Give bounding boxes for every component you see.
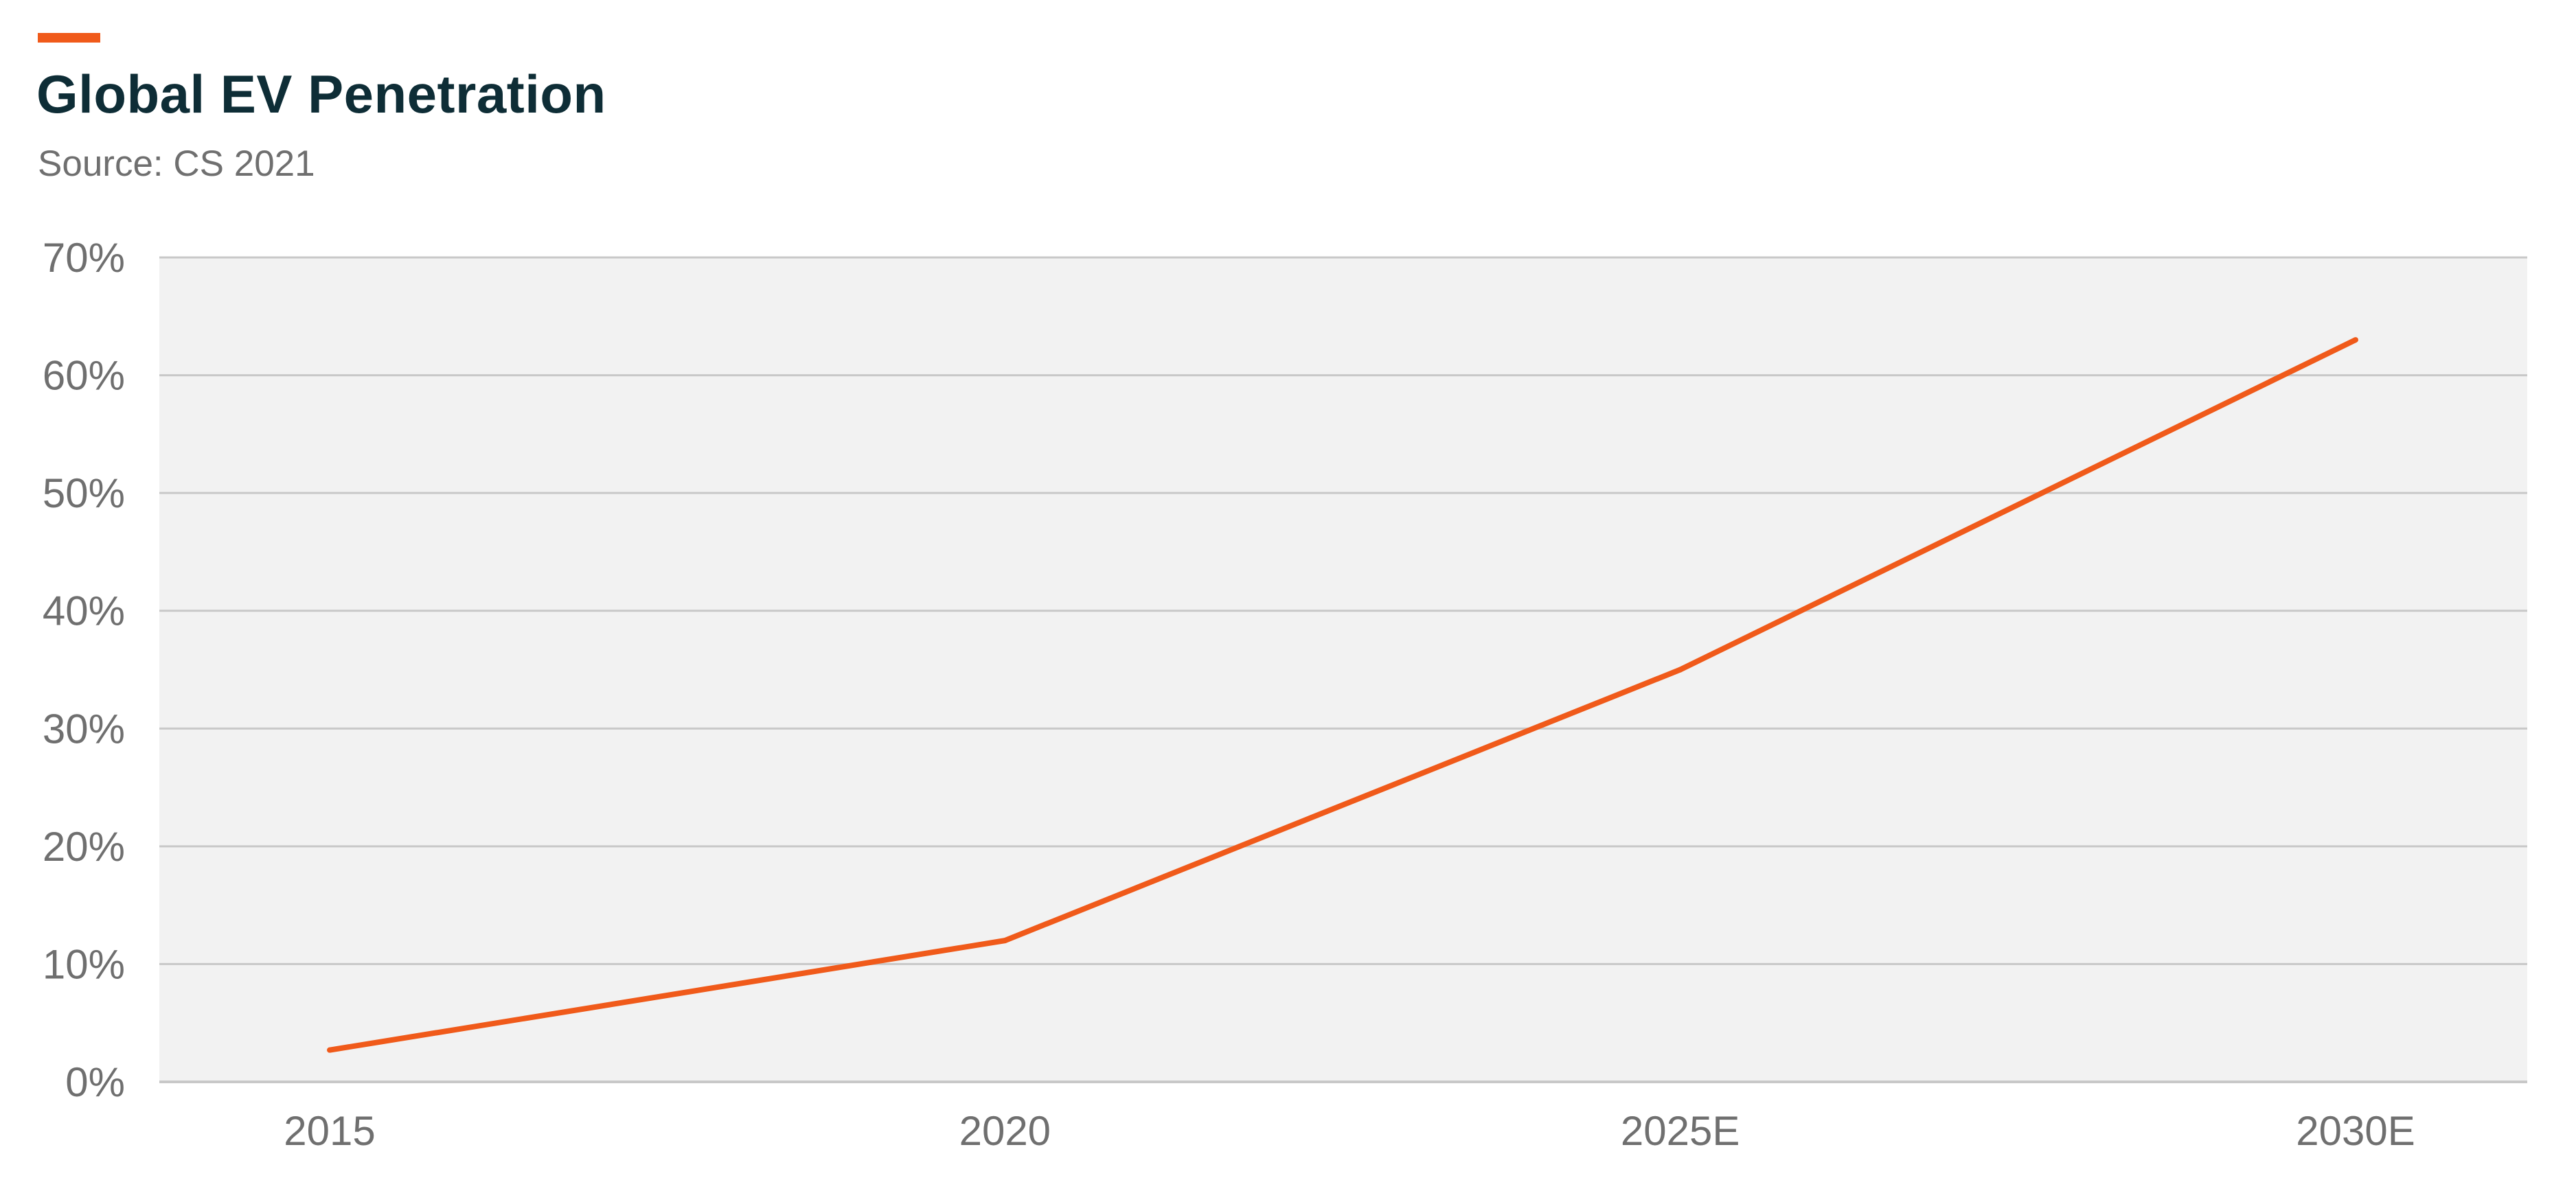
data-point: [327, 1047, 332, 1053]
chart-source: Source: CS 2021: [38, 143, 315, 184]
data-point: [2353, 337, 2358, 343]
x-axis-tick-labels: 2015 2020 2025E 2030E: [284, 1108, 2415, 1154]
series-line: [329, 337, 2357, 1053]
y-tick-label: 30%: [43, 706, 125, 752]
gridlines: [159, 256, 2527, 1083]
y-tick-label: 20%: [43, 824, 125, 870]
plot-area: [159, 257, 2527, 1082]
y-tick-label: 50%: [43, 470, 125, 516]
x-tick-label: 2030E: [2296, 1108, 2415, 1154]
y-tick-label: 0%: [65, 1059, 125, 1105]
x-tick-label: 2015: [284, 1108, 375, 1154]
y-tick-label: 70%: [43, 235, 125, 281]
y-tick-label: 10%: [43, 941, 125, 987]
x-tick-label: 2020: [959, 1108, 1051, 1154]
accent-bar: [38, 33, 100, 43]
y-tick-label: 60%: [43, 353, 125, 399]
y-axis-tick-labels: 0% 10% 20% 30% 40% 50% 60% 70%: [43, 235, 125, 1105]
series-layer: [327, 337, 2358, 1053]
data-point: [1677, 667, 1683, 673]
x-tick-label: 2025E: [1621, 1108, 1740, 1154]
data-point: [1002, 938, 1008, 944]
chart-title: Global EV Penetration: [36, 64, 606, 124]
y-tick-label: 40%: [43, 588, 125, 634]
